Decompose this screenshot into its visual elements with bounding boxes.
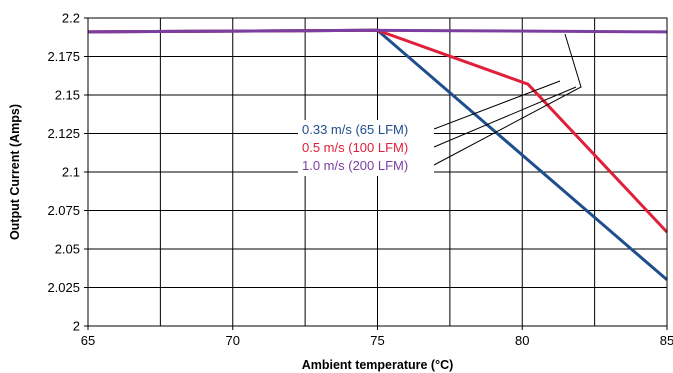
y-tick-label: 2.175 — [47, 49, 80, 64]
y-tick-label: 2 — [73, 319, 80, 334]
y-tick-label: 2.025 — [47, 280, 80, 295]
x-tick-label: 70 — [226, 333, 240, 348]
x-tick-label: 85 — [660, 333, 673, 348]
legend-leader-line — [433, 86, 577, 148]
series-lines — [87, 28, 669, 281]
legend-leader-line — [433, 33, 582, 166]
legend-background — [298, 120, 434, 176]
grid — [88, 18, 667, 326]
tick-labels: 65 70 75 80 85 2 2.025 2.05 2.075 2.1 2.125 2.15 2.1… — [47, 11, 673, 349]
y-tick-label: 2.075 — [47, 203, 80, 218]
y-tick-label: 2.05 — [55, 242, 80, 257]
legend-entry: 0.5 m/s (100 LFM) — [302, 140, 408, 155]
x-tick-label: 80 — [515, 333, 529, 348]
y-tick-label: 2.15 — [55, 88, 80, 103]
legend-leader-line — [433, 80, 561, 130]
legend-entry: 0.33 m/s (65 LFM) — [302, 122, 408, 137]
series-line-2 — [87, 28, 668, 34]
legend: 0.33 m/s (65 LFM) 0.5 m/s (100 LFM) 1.0 m/… — [298, 33, 582, 176]
legend-entry: 1.0 m/s (200 LFM) — [302, 158, 408, 173]
x-tick-label: 65 — [81, 333, 95, 348]
y-tick-label: 2.1 — [62, 165, 80, 180]
y-axis-title: Output Current (Amps) — [8, 104, 22, 240]
x-tick-label: 75 — [370, 333, 384, 348]
y-tick-label: 2.2 — [62, 11, 80, 26]
x-axis-title: Ambient temperature (°C) — [302, 358, 454, 372]
y-tick-label: 2.125 — [47, 126, 80, 141]
